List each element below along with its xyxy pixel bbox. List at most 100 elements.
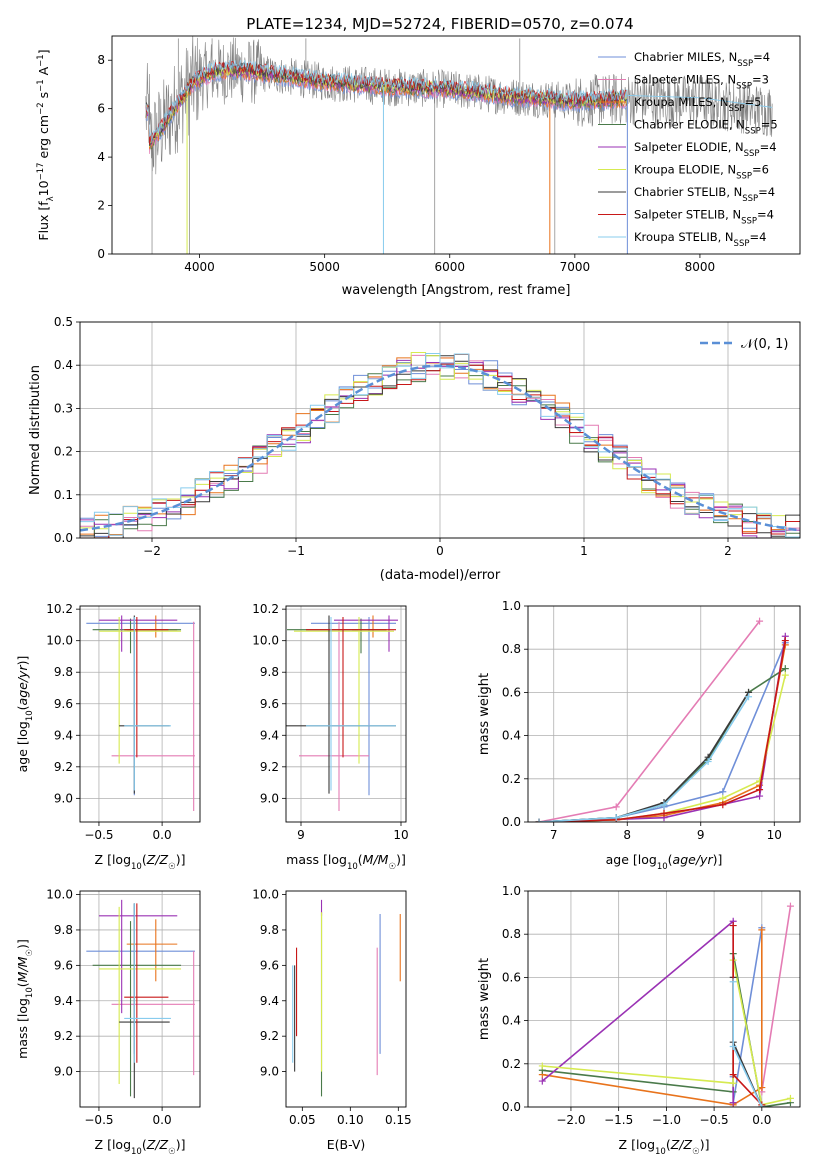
y-tick-label: 0.1: [54, 488, 73, 502]
y-tick-label: 10.2: [46, 602, 73, 616]
axes-frame: [79, 321, 801, 539]
legend-entry-salpeter-elodie: Salpeter ELODIE, NSSP=4: [634, 140, 777, 159]
mass-age-axes: 9 10 9.0 9.2 9.4 9.6 9.8 10.0 10.2 mass [log10(M/…: [252, 602, 408, 872]
weight-marker: [612, 803, 620, 811]
z-mass-axes: −0.5 0.0 9.0 9.2 9.4 9.6 9.8 10.0 Z [log10(Z/Z☉)…: [15, 888, 201, 1157]
axes-frame: [527, 890, 801, 1108]
y-tick-label: 9.4: [260, 728, 279, 742]
weight-marker: [745, 693, 753, 701]
weight-line-kroupa-miles: [542, 929, 763, 1106]
weight-marker: [729, 978, 737, 986]
weight-marker: [660, 809, 668, 817]
mass-age-plot-area: [286, 615, 398, 811]
x-tick-label: 10: [393, 828, 408, 842]
ebv-mass-plot-area: [292, 899, 401, 1097]
weight-marker: [756, 786, 764, 794]
x-tick-label: 0.0: [153, 1113, 172, 1127]
y-tick-label: 6: [97, 102, 105, 116]
y-tick-label: 1.0: [502, 599, 521, 613]
y-tick-label: 0.0: [502, 1100, 521, 1114]
weight-line-salpeter-miles: [538, 620, 761, 822]
y-tick-label: 0.2: [54, 445, 73, 459]
y-tick-label: 9.2: [54, 760, 73, 774]
axes-frame: [527, 605, 801, 823]
y-tick-label: 9.0: [260, 1065, 279, 1079]
x-tick-label: 0.0: [153, 828, 172, 842]
y-tick-label: 0.8: [502, 642, 521, 656]
y-tick-label: 9.8: [54, 665, 73, 679]
weight-line-chabrier-stelib: [538, 691, 750, 822]
x-tick-label: 7: [550, 828, 558, 842]
legend-entry-gaussian: 𝒩(0, 1): [741, 337, 788, 352]
x-tick-label: 9: [297, 828, 305, 842]
x-tick-label: 2: [724, 544, 732, 558]
y-tick-label: 10.0: [252, 634, 279, 648]
weight-marker: [781, 637, 789, 645]
axes-frame: [79, 605, 201, 823]
y-tick-label: 0.5: [54, 315, 73, 329]
y-tick-label: 9.8: [260, 923, 279, 937]
age-weight-plot-area: [535, 617, 789, 822]
x-tick-label: −1.5: [604, 1113, 633, 1127]
x-tick-label: 0.0: [752, 1113, 771, 1127]
x-tick-label: −1: [287, 544, 305, 558]
y-axis-label: Normed distribution: [28, 365, 43, 495]
y-axis-label: age [log10(age/yr)]: [15, 656, 35, 773]
y-tick-label: 10.0: [252, 888, 279, 902]
legend-entry-salpeter-stelib: Salpeter STELIB, NSSP=4: [634, 208, 774, 227]
weight-marker: [704, 758, 712, 766]
weight-marker: [756, 617, 764, 625]
weight-line-kroupa-miles: [538, 644, 787, 822]
x-tick-label: 0.05: [289, 1113, 316, 1127]
x-axis-label: Z [log10(Z/Z☉)]: [95, 1137, 186, 1157]
weight-marker: [729, 1099, 737, 1107]
x-axis-label: wavelength [Angstrom, rest frame]: [342, 283, 571, 298]
legend: Chabrier MILES, NSSP=4 Salpeter MILES, NS…: [598, 50, 778, 249]
legend-entry-chabrier-stelib: Chabrier STELIB, NSSP=4: [634, 185, 775, 204]
axes-frame: [285, 890, 407, 1108]
figure-title: PLATE=1234, MJD=52724, FIBERID=0570, z=0…: [246, 15, 633, 33]
x-tick-label: 0: [436, 544, 444, 558]
x-tick-label: 0.15: [385, 1113, 412, 1127]
weight-marker: [719, 788, 727, 796]
y-tick-label: 0.4: [502, 1014, 521, 1028]
y-tick-label: 0: [97, 247, 105, 261]
weight-marker: [538, 1077, 546, 1085]
x-axis-label: age [log10(age/yr)]: [606, 852, 723, 872]
weight-marker: [786, 902, 794, 910]
x-axis-label: (data-model)/error: [380, 568, 501, 583]
y-tick-label: 9.6: [260, 958, 279, 972]
weight-marker: [756, 792, 764, 800]
histogram-kroupa-stelib: [80, 353, 800, 538]
x-axis-label: Z [log10(Z/Z☉)]: [95, 852, 186, 872]
weight-marker: [758, 1084, 766, 1092]
y-axis-label: mass weight: [477, 673, 492, 755]
y-tick-label: 9.2: [260, 1029, 279, 1043]
x-axis-label: Z [log10(Z/Z☉)]: [619, 1137, 710, 1157]
y-tick-label: 0.3: [54, 401, 73, 415]
y-tick-label: 1.0: [502, 884, 521, 898]
y-tick-label: 0.2: [502, 772, 521, 786]
z-age-plot-area: [86, 615, 195, 811]
model-spectrum-salpeter-stelib: [145, 61, 628, 145]
x-tick-label: 8000: [685, 260, 716, 274]
x-tick-label: 9: [697, 828, 705, 842]
y-tick-label: 9.6: [54, 697, 73, 711]
y-tick-label: 9.4: [54, 994, 73, 1008]
x-tick-label: −1.0: [652, 1113, 681, 1127]
z-weight-axes: −2.0 −1.5 −1.0 −0.5 0.0 0.0 0.2 0.4 0.6 0.8 1.0 Z […: [477, 884, 801, 1157]
x-tick-label: −2: [143, 544, 161, 558]
age-weight-axes: 7 8 9 10 0.0 0.2 0.4 0.6 0.8 1.0 age [log10(age/yr…: [477, 599, 801, 872]
x-tick-label: −0.5: [700, 1113, 729, 1127]
z-weight-plot-area: [538, 902, 794, 1107]
y-tick-label: 4: [97, 150, 105, 164]
y-axis-label: mass [log10(M/M☉)]: [15, 939, 35, 1059]
y-tick-label: 9.4: [260, 994, 279, 1008]
weight-marker: [758, 1103, 766, 1107]
weight-marker: [538, 1062, 546, 1070]
y-tick-label: 9.8: [260, 665, 279, 679]
x-axis-label: E(B-V): [327, 1137, 366, 1152]
weight-marker: [786, 1094, 794, 1102]
weight-marker: [535, 818, 543, 822]
